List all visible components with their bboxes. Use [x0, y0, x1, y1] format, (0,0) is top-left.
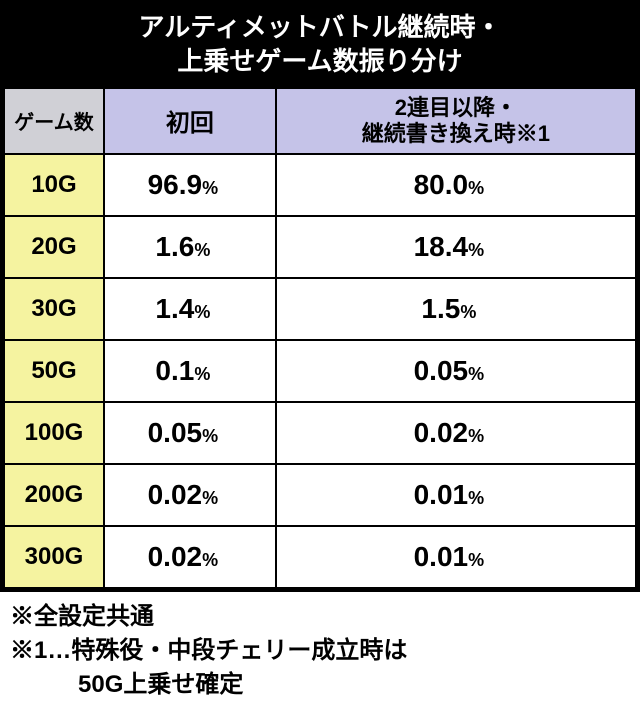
row-label: 100G [4, 402, 104, 464]
table-row: 30G 1.4% 1.5% [4, 278, 636, 340]
value: 96.9 [148, 169, 203, 200]
cell-v1: 1.6% [104, 216, 276, 278]
pct: % [202, 426, 218, 446]
value: 18.4 [414, 231, 469, 262]
header-games: ゲーム数 [4, 88, 104, 155]
pct: % [468, 364, 484, 384]
cell-v2: 0.02% [276, 402, 636, 464]
value: 0.01 [414, 541, 469, 572]
table-row: 20G 1.6% 18.4% [4, 216, 636, 278]
footnotes: ※全設定共通 ※1…特殊役・中段チェリー成立時は 50G上乗せ確定 [0, 592, 640, 717]
table-row: 50G 0.1% 0.05% [4, 340, 636, 402]
table-row: 100G 0.05% 0.02% [4, 402, 636, 464]
value: 80.0 [414, 169, 469, 200]
value: 0.01 [414, 479, 469, 510]
row-label: 300G [4, 526, 104, 588]
probability-table-container: アルティメットバトル継続時・ 上乗せゲーム数振り分け ゲーム数 初回 2連目以降… [0, 0, 640, 592]
value: 0.02 [148, 541, 203, 572]
title-line-2: 上乗せゲーム数振り分け [177, 46, 462, 76]
pct: % [202, 178, 218, 198]
cell-v2: 0.01% [276, 526, 636, 588]
probability-table: ゲーム数 初回 2連目以降・ 継続書き換え時※1 10G 96.9% 80.0%… [3, 87, 637, 590]
table-title: アルティメットバトル継続時・ 上乗せゲーム数振り分け [3, 3, 637, 87]
pct: % [460, 302, 476, 322]
cell-v1: 0.02% [104, 526, 276, 588]
table-row: 300G 0.02% 0.01% [4, 526, 636, 588]
footnote-2-line-2: 50G上乗せ確定 [10, 668, 630, 702]
value: 1.6 [155, 231, 194, 262]
row-label: 10G [4, 154, 104, 216]
cell-v2: 18.4% [276, 216, 636, 278]
cell-v1: 0.1% [104, 340, 276, 402]
value: 0.05 [148, 417, 203, 448]
footnote-2-line-1: ※1…特殊役・中段チェリー成立時は [10, 634, 630, 668]
row-label: 50G [4, 340, 104, 402]
value: 0.02 [414, 417, 469, 448]
pct: % [194, 240, 210, 260]
table-row: 10G 96.9% 80.0% [4, 154, 636, 216]
table-row: 200G 0.02% 0.01% [4, 464, 636, 526]
header-row: ゲーム数 初回 2連目以降・ 継続書き換え時※1 [4, 88, 636, 155]
value: 0.05 [414, 355, 469, 386]
cell-v1: 0.05% [104, 402, 276, 464]
cell-v1: 96.9% [104, 154, 276, 216]
row-label: 200G [4, 464, 104, 526]
pct: % [194, 302, 210, 322]
cell-v2: 1.5% [276, 278, 636, 340]
row-label: 30G [4, 278, 104, 340]
cell-v2: 80.0% [276, 154, 636, 216]
cell-v2: 0.01% [276, 464, 636, 526]
row-label: 20G [4, 216, 104, 278]
cell-v1: 1.4% [104, 278, 276, 340]
pct: % [468, 426, 484, 446]
pct: % [202, 488, 218, 508]
header-col-2: 2連目以降・ 継続書き換え時※1 [276, 88, 636, 155]
pct: % [202, 550, 218, 570]
value: 1.5 [421, 293, 460, 324]
cell-v2: 0.05% [276, 340, 636, 402]
cell-v1: 0.02% [104, 464, 276, 526]
pct: % [468, 550, 484, 570]
pct: % [468, 178, 484, 198]
header-col-2-line-1: 2連目以降・ [395, 95, 517, 120]
header-col-1: 初回 [104, 88, 276, 155]
pct: % [468, 488, 484, 508]
pct: % [468, 240, 484, 260]
table-body: 10G 96.9% 80.0% 20G 1.6% 18.4% 30G 1.4% … [4, 154, 636, 588]
pct: % [194, 364, 210, 384]
footnote-1: ※全設定共通 [10, 600, 630, 634]
value: 0.02 [148, 479, 203, 510]
title-line-1: アルティメットバトル継続時・ [139, 12, 502, 42]
value: 0.1 [155, 355, 194, 386]
header-col-2-line-2: 継続書き換え時※1 [362, 121, 550, 146]
value: 1.4 [155, 293, 194, 324]
